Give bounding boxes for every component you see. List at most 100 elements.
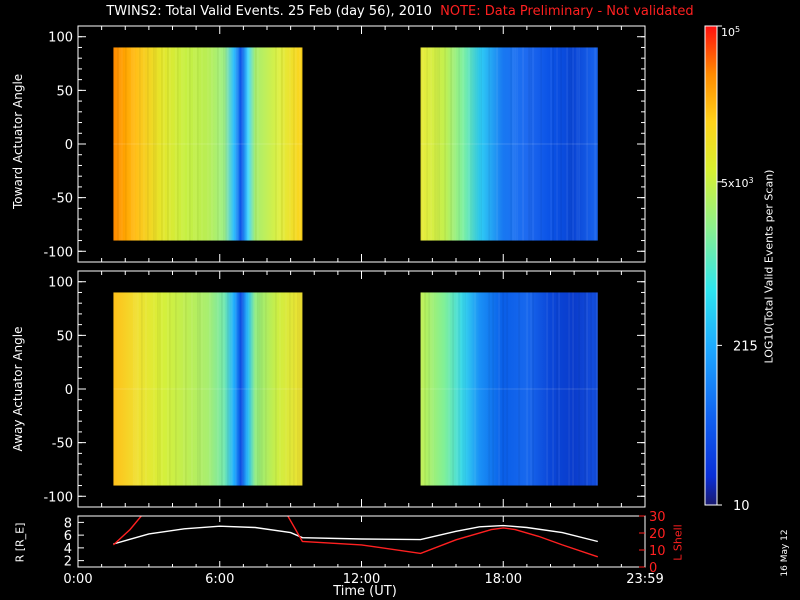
panel1-stripe <box>556 47 558 241</box>
panel1-stripe <box>462 47 464 241</box>
panel1-stripe <box>474 47 476 241</box>
panel2-stripe <box>299 292 301 486</box>
panel1-stripe <box>153 47 155 241</box>
panel2-stripe <box>183 292 185 486</box>
panel1-stripe <box>133 47 135 241</box>
panel1-stripe <box>131 47 133 241</box>
panel1-stripe <box>207 47 209 241</box>
panel1-stripe <box>528 47 530 241</box>
chart-title: TWINS2: Total Valid Events. 25 Feb (day … <box>0 4 800 19</box>
panel2-stripe <box>257 292 259 486</box>
chart-title-note: NOTE: Data Preliminary - Not validated <box>440 4 694 19</box>
panel1-stripe <box>225 47 227 241</box>
panel2-stripe <box>518 292 520 486</box>
panel1-stripe <box>586 47 588 241</box>
panel2-ytick-label: -100 <box>43 490 73 505</box>
panel2-stripe <box>586 292 588 486</box>
panel1-stripe <box>139 47 141 241</box>
panel1-stripe <box>566 47 568 241</box>
panel2-stripe <box>422 292 424 486</box>
panel2-stripe <box>552 292 554 486</box>
panel1-stripe <box>578 47 580 241</box>
panel2-stripe <box>530 292 532 486</box>
panel2-stripe <box>247 292 249 486</box>
panel2-stripe <box>556 292 558 486</box>
panel2-zero-streak <box>420 388 598 390</box>
panel2-stripe <box>590 292 592 486</box>
panel1-stripe <box>430 47 432 241</box>
colorbar-tick-label: 5x103 <box>721 176 754 190</box>
panel1-stripe <box>183 47 185 241</box>
panel2-stripe <box>141 292 143 486</box>
colorbar-frame <box>704 25 718 506</box>
panel1-stripe <box>301 47 303 241</box>
panel2-stripe <box>430 292 432 486</box>
panel2-stripe <box>448 292 450 486</box>
panel1-stripe <box>147 47 149 241</box>
panel2-stripe <box>456 292 458 486</box>
panel1-stripe <box>532 47 534 241</box>
panel1-stripe <box>121 47 123 241</box>
orbit-ytick-left-label: 4 <box>64 542 72 557</box>
panel1-stripe <box>470 47 472 241</box>
panel2-stripe <box>572 292 574 486</box>
panel2-data-block <box>420 292 598 486</box>
panel1-stripe <box>119 47 121 241</box>
panel1-stripe <box>197 47 199 241</box>
panel1-stripe <box>530 47 532 241</box>
panel2-stripe <box>568 292 570 486</box>
panel1-stripe <box>275 47 277 241</box>
panel2-stripe <box>169 292 171 486</box>
panel1-stripe <box>452 47 454 241</box>
panel2-stripe <box>285 292 287 486</box>
panel1-stripe <box>279 47 281 241</box>
panel1-stripe <box>241 47 243 241</box>
panel2-stripe <box>596 292 598 486</box>
panel1-stripe <box>169 47 171 241</box>
panel1-ylabel: Toward Actuator Angle <box>11 73 25 209</box>
panel1-stripe <box>161 47 163 241</box>
panel2-stripe <box>420 292 422 486</box>
panel1-stripe <box>450 47 452 241</box>
panel1-ytick-label: 50 <box>56 84 73 99</box>
radius-series-line <box>113 524 598 545</box>
panel1-stripe <box>434 47 436 241</box>
panel2-stripe <box>241 292 243 486</box>
panel1-stripe <box>117 47 119 241</box>
panel1-stripe <box>189 47 191 241</box>
panel2-stripe <box>265 292 267 486</box>
panel1-stripe <box>181 47 183 241</box>
panel1-stripe <box>201 47 203 241</box>
panel2-stripe <box>492 292 494 486</box>
panel1-stripe <box>289 47 291 241</box>
panel1-stripe <box>512 47 514 241</box>
panel2-stripe <box>594 292 596 486</box>
panel2-stripe <box>474 292 476 486</box>
panel2-ytick-label: -50 <box>52 437 73 452</box>
panel2-stripe <box>275 292 277 486</box>
orbit-ytick-right-label: 0 <box>649 561 657 576</box>
panel1-stripe <box>257 47 259 241</box>
panel2-ytick-label: 50 <box>56 329 73 344</box>
panel1-stripe <box>281 47 283 241</box>
panel2-stripe <box>293 292 295 486</box>
panel1-stripe <box>540 47 542 241</box>
panel2-stripe <box>153 292 155 486</box>
orbit-ytick-left-label: 2 <box>64 555 72 570</box>
lshell-series-line <box>112 516 599 558</box>
xtick-label: 23:59 <box>626 572 663 587</box>
panel2-stripe <box>428 292 430 486</box>
panel1-stripe <box>514 47 516 241</box>
panel1-stripe <box>143 47 145 241</box>
panel2-stripe <box>458 292 460 486</box>
panel2-stripe <box>297 292 299 486</box>
panel1-stripe <box>167 47 169 241</box>
panel1-stripe <box>299 47 301 241</box>
panel1-stripe <box>237 47 239 241</box>
panel2-stripe <box>488 292 490 486</box>
panel1-stripe <box>223 47 225 241</box>
panel2-stripe <box>209 292 211 486</box>
panel1-data-block <box>420 47 598 241</box>
panel2-stripe <box>584 292 586 486</box>
panel2-stripe <box>133 292 135 486</box>
